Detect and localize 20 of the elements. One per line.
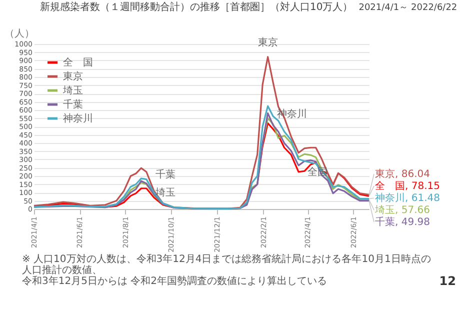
y-axis-title: （人） [4, 28, 34, 40]
data-label: 全 国, 78.15 [375, 180, 440, 192]
chart-title: 新規感染者数（１週間移動合計）の推移［首都圏］（対人口10万人） [40, 2, 353, 13]
data-label: 神奈川, 61.48 [375, 192, 440, 204]
text: 12 [439, 274, 456, 288]
text: 令和3年12月5日からは 令和2年国勢調査の数値により算出している [22, 276, 328, 287]
data-label: 東京, 86.04 [375, 168, 430, 180]
annotation: 千葉 [155, 168, 176, 180]
legend-label: 神奈川 [63, 112, 93, 124]
legend-label: 埼玉 [62, 84, 83, 96]
data-label: 千葉, 49.98 [375, 216, 430, 228]
text: ※ 人口10万対の人数は、令和3年12月4日までは総務省統計局における各年10月1日時点の人口推計の数値、 [22, 254, 432, 276]
annotation: 埼玉 [154, 186, 176, 198]
annotation: 全国 [308, 166, 328, 178]
legend-label: 全 国 [63, 56, 93, 68]
legend-label: 千葉 [63, 98, 83, 110]
data-label: 埼玉, 57.66 [374, 204, 430, 216]
legend-label: 東京 [63, 70, 83, 82]
annotation: 東京 [258, 36, 278, 48]
text: 2021/4/1～ 2022/6/22 [358, 3, 458, 13]
